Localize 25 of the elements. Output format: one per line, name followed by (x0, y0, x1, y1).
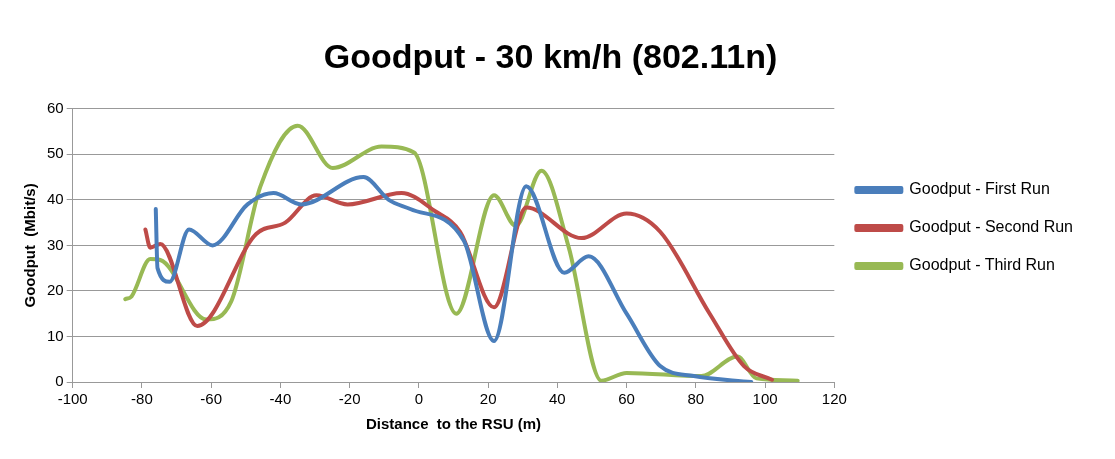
legend-label: Goodput - Third Run (909, 256, 1055, 274)
y-axis-title: Goodput (Mbit/s) (21, 183, 39, 308)
y-tick-label: 30 (47, 235, 64, 253)
x-tick-label: 60 (618, 390, 635, 408)
chart-title: Goodput - 30 km/h (802.11n) (323, 36, 778, 75)
x-tick-label: 120 (821, 390, 847, 408)
x-tick-label: -100 (57, 390, 88, 408)
x-tick-label: 20 (479, 390, 497, 408)
x-tick-label: 80 (687, 390, 705, 408)
legend-label: Goodput - First Run (909, 180, 1050, 198)
x-tick-label: 40 (549, 390, 566, 408)
x-tick-label: -80 (131, 390, 153, 408)
y-tick-label: 0 (55, 372, 64, 390)
x-tick-label: 0 (414, 390, 424, 408)
y-tick-label: 20 (47, 281, 64, 299)
x-tick-label: -20 (338, 390, 361, 408)
y-tick-label: 40 (47, 190, 64, 208)
x-tick-label: -40 (269, 390, 292, 408)
y-tick-label: 60 (47, 98, 64, 116)
y-tick-label: 50 (47, 144, 64, 162)
y-tick-label: 10 (47, 326, 64, 344)
x-axis-title: Distance to the RSU (m) (365, 415, 542, 433)
x-tick-label: -60 (200, 390, 223, 408)
legend-label: Goodput - Second Run (909, 218, 1074, 236)
x-tick-label: 100 (752, 390, 778, 408)
